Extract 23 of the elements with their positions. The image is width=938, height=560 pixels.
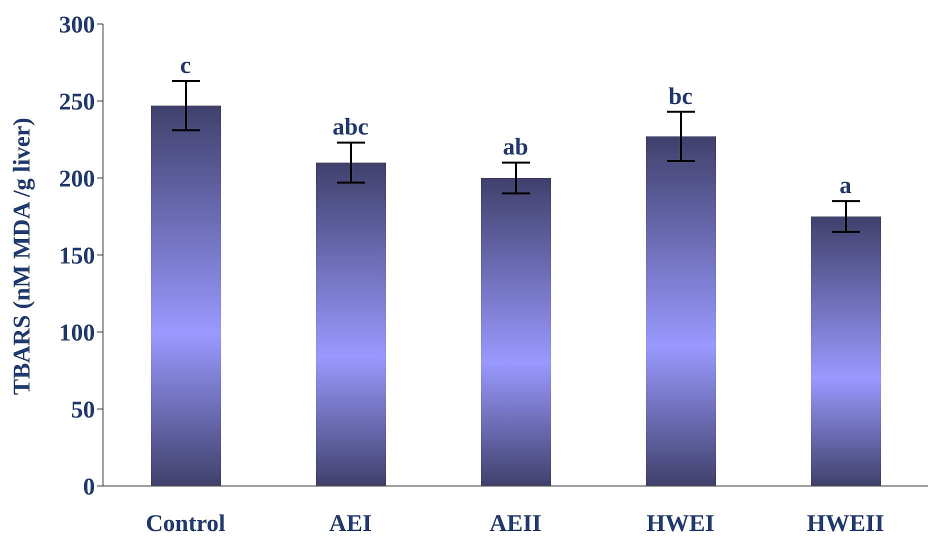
y-tick-label: 250 [59, 90, 95, 116]
annotation: bc [668, 84, 693, 110]
bar [646, 136, 716, 486]
y-tick-label: 100 [59, 320, 95, 347]
y-tick-label: 0 [83, 474, 95, 501]
bar [481, 178, 551, 486]
y-tick-label: 50 [71, 398, 95, 424]
x-tick-label: AEII [489, 511, 542, 538]
bar [151, 106, 221, 486]
y-tick-label: 300 [59, 12, 95, 39]
annotation: ab [502, 134, 528, 161]
annotation: a [840, 173, 852, 200]
x-tick-label: HWEI [646, 511, 715, 538]
annotation: abc [332, 114, 369, 141]
y-tick-label: 150 [59, 244, 95, 270]
x-tick-label: AEI [329, 511, 372, 538]
x-tick-label: HWEII [806, 511, 884, 538]
x-tick-label: Control [146, 511, 226, 538]
y-axis-title: TBARS (nM MDA /g liver) [10, 118, 36, 395]
bar [316, 162, 386, 486]
y-tick-label: 200 [59, 166, 95, 193]
annotation: c [180, 52, 192, 79]
bar [811, 216, 881, 486]
